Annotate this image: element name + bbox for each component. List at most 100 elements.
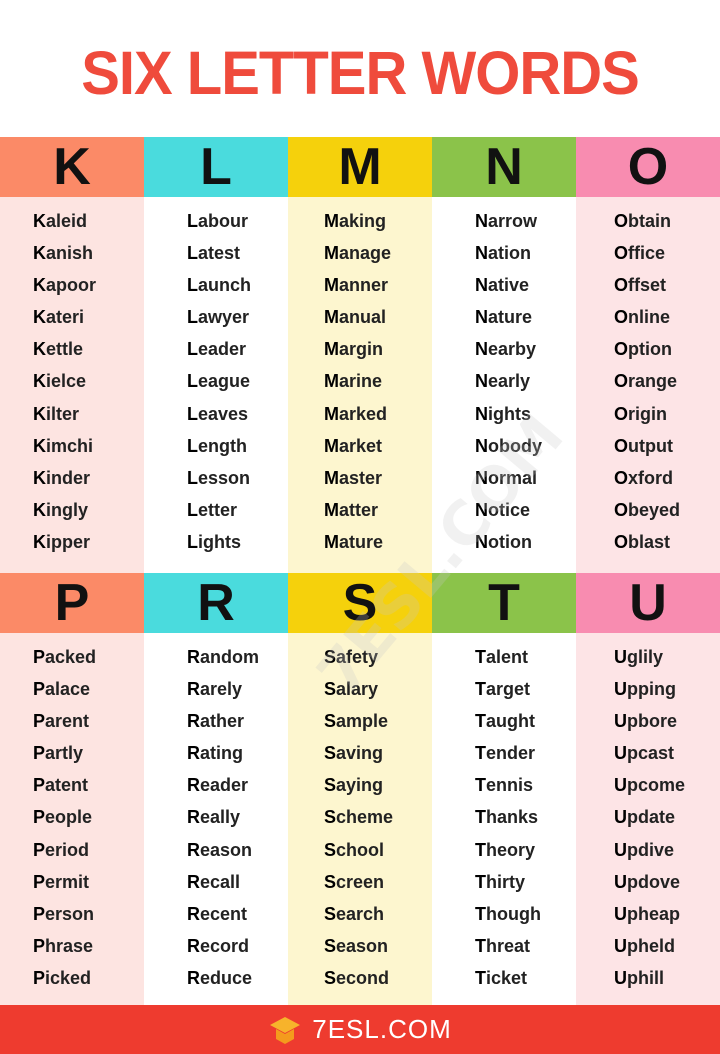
word-item: Phrase — [33, 935, 94, 956]
word-item: Margin — [324, 339, 384, 360]
column-p: P Packed Palace Parent Partly Patent People Per… — [0, 573, 144, 1005]
word-list: Kaleid Kanish Kapoor Kateri Kettle Kielce Kilt… — [0, 197, 144, 564]
column-l: L Labour Latest Launch Lawyer Leader League Lea… — [144, 137, 288, 573]
word-item: Normal — [475, 467, 538, 488]
column-m: M Making Manage Manner Manual Margin Marine Mar… — [288, 137, 432, 573]
word-item: Kingly — [33, 499, 89, 520]
word-item: Latest — [187, 243, 241, 264]
word-item: Lawyer — [187, 307, 250, 328]
word-item: Update — [614, 807, 676, 828]
word-item: Really — [187, 807, 241, 828]
word-item: Notion — [475, 531, 532, 552]
word-item: Tender — [475, 743, 536, 764]
letter-header: U — [576, 573, 720, 633]
column-t: T Talent Target Taught Tender Tennis Thanks The… — [432, 573, 576, 1005]
letter-header: O — [576, 137, 720, 197]
word-item: Rather — [187, 711, 245, 732]
word-item: Lesson — [187, 467, 251, 488]
word-list: Random Rarely Rather Rating Reader Really Reas… — [144, 633, 288, 1000]
word-list: Obtain Office Offset Online Option Orange Orig… — [576, 197, 720, 564]
word-item: Kipper — [33, 531, 91, 552]
word-item: Kaleid — [33, 211, 88, 231]
word-item: Nearby — [475, 339, 537, 360]
word-item: Patent — [33, 775, 89, 796]
word-item: Person — [33, 903, 95, 924]
word-item: Upbore — [614, 711, 678, 732]
word-item: Lights — [187, 531, 241, 552]
word-item: Kateri — [33, 307, 85, 328]
word-item: Kettle — [33, 339, 84, 360]
word-list: Safety Salary Sample Saving Saying Scheme Scho… — [288, 633, 432, 1000]
word-item: Leaves — [187, 403, 249, 424]
word-item: Second — [324, 967, 390, 988]
word-item: Nobody — [475, 435, 542, 456]
word-item: Target — [475, 679, 531, 700]
word-item: Recent — [187, 903, 248, 924]
word-item: Reader — [187, 775, 249, 796]
footer: 7ESL.COM — [0, 1005, 720, 1054]
word-item: Rarely — [187, 679, 243, 700]
letter-header: K — [0, 137, 144, 197]
word-item: Labour — [187, 211, 249, 231]
word-item: Kinder — [33, 467, 91, 488]
word-item: Reason — [187, 839, 253, 860]
word-item: Oxford — [614, 467, 674, 488]
column-u: U Uglily Upping Upbore Upcast Upcome Update Upd… — [576, 573, 720, 1005]
word-item: Random — [187, 647, 260, 667]
word-item: Market — [324, 435, 383, 456]
word-item: Threat — [475, 935, 531, 956]
word-item: Manner — [324, 275, 389, 296]
word-item: Safety — [324, 647, 379, 667]
word-item: Talent — [475, 647, 529, 667]
word-item: Nature — [475, 307, 533, 328]
word-item: Origin — [614, 403, 668, 424]
word-item: Ticket — [475, 967, 528, 988]
section-k-to-o: K Kaleid Kanish Kapoor Kateri Kettle Kielce Kil… — [0, 137, 720, 573]
word-item: Though — [475, 903, 541, 924]
letter-header: N — [432, 137, 576, 197]
word-item: Upheap — [614, 903, 681, 924]
word-item: Leader — [187, 339, 247, 360]
word-item: Updive — [614, 839, 675, 860]
word-item: Thirty — [475, 871, 526, 892]
word-item: Scheme — [324, 807, 394, 828]
word-item: Upping — [614, 679, 676, 700]
letter-header: R — [144, 573, 288, 633]
word-item: Output — [614, 435, 673, 456]
letter-header: L — [144, 137, 288, 197]
word-item: Nation — [475, 243, 531, 264]
column-s: S Safety Salary Sample Saving Saying Scheme Sch… — [288, 573, 432, 1005]
word-list: Narrow Nation Native Nature Nearby Nearly Nigh… — [432, 197, 576, 564]
word-item: Recall — [187, 871, 241, 892]
word-item: Matter — [324, 499, 379, 520]
word-item: Upcome — [614, 775, 686, 796]
logo-text: 7ESL.COM — [312, 1014, 452, 1044]
word-item: Search — [324, 903, 385, 924]
word-item: Length — [187, 435, 247, 456]
word-item: Picked — [33, 967, 92, 988]
word-item: Reduce — [187, 967, 253, 988]
letter-header: M — [288, 137, 432, 197]
word-item: Updove — [614, 871, 681, 892]
word-item: Upcast — [614, 743, 675, 764]
word-item: Nearly — [475, 371, 531, 392]
word-item: Obeyed — [614, 499, 681, 520]
word-list: Uglily Upping Upbore Upcast Upcome Update Updi… — [576, 633, 720, 1000]
section-p-to-u: P Packed Palace Parent Partly Patent People Per… — [0, 573, 720, 1005]
word-list: Talent Target Taught Tender Tennis Thanks Theo… — [432, 633, 576, 1000]
word-list: Packed Palace Parent Partly Patent People Peri… — [0, 633, 144, 1000]
word-item: Manage — [324, 243, 392, 264]
word-item: Office — [614, 243, 666, 264]
page-title: SIX LETTER WORDS — [81, 39, 640, 108]
word-list: Labour Latest Launch Lawyer Leader League Leav… — [144, 197, 288, 564]
column-r: R Random Rarely Rather Rating Reader Really Rea… — [144, 573, 288, 1005]
word-item: Narrow — [475, 211, 538, 231]
word-item: Season — [324, 935, 389, 956]
word-item: Native — [475, 275, 530, 296]
graduation-cap-icon — [270, 1016, 301, 1044]
word-item: Partly — [33, 743, 84, 764]
word-item: People — [33, 807, 93, 828]
word-item: Orange — [614, 371, 678, 392]
word-item: Taught — [475, 711, 535, 732]
column-n: N Narrow Nation Native Nature Nearby Nearly Nig… — [432, 137, 576, 573]
